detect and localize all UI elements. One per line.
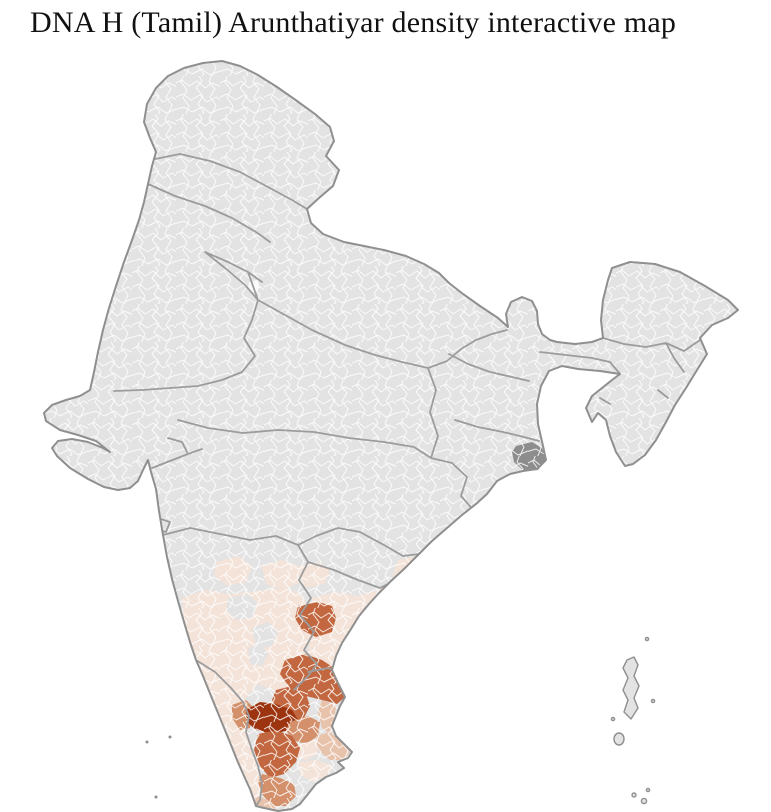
nicobar-island-dot: [631, 792, 637, 798]
island-dot: [650, 698, 656, 704]
nicobar-island-dot: [640, 797, 648, 805]
andaman-nicobar-islands[interactable]: [610, 636, 656, 805]
lakshadweep-islands[interactable]: [145, 735, 172, 799]
island-dot: [145, 740, 149, 744]
state-borders: [113, 153, 701, 807]
nicobar-island-dot: [645, 787, 651, 793]
district-boundaries-overlay: [44, 61, 738, 811]
india-outline: [43, 60, 739, 812]
map-title: DNA H (Tamil) Arunthatiyar density inter…: [30, 6, 677, 39]
little-andaman-island[interactable]: [613, 732, 625, 746]
island-dot: [644, 636, 650, 642]
island-dot: [610, 716, 616, 722]
gray-district-chennai[interactable]: [344, 698, 355, 712]
island-dot: [168, 735, 172, 739]
island-dot: [154, 795, 158, 799]
andaman-island-chain[interactable]: [622, 656, 640, 720]
